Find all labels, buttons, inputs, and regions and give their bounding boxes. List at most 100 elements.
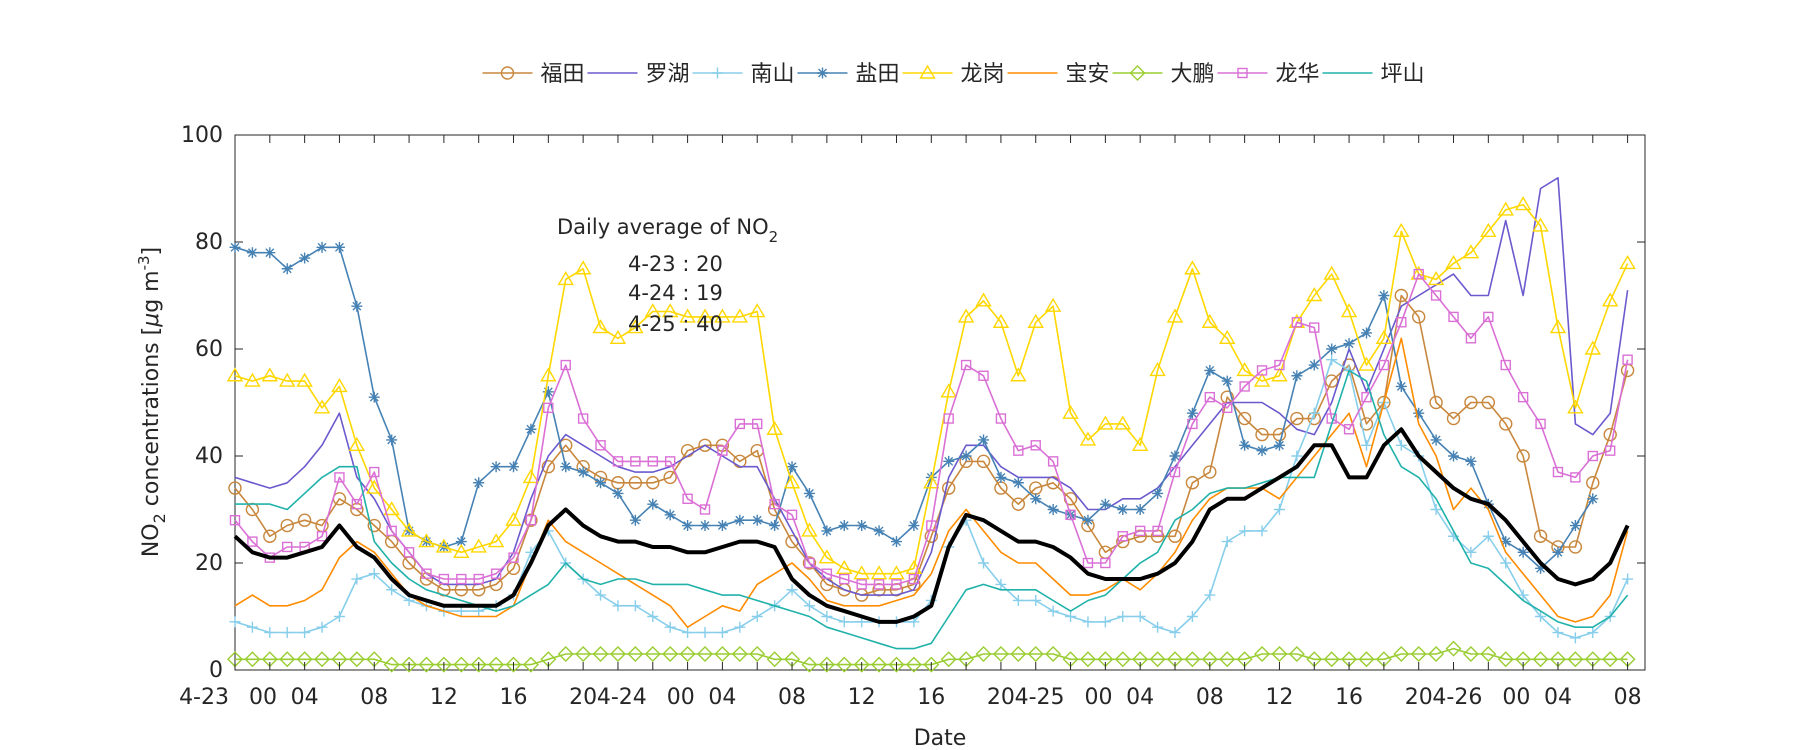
x-tick-label: 08 (1196, 685, 1224, 710)
series-5-point (1601, 292, 1619, 307)
series-5-point (366, 479, 383, 494)
series-7-point (1079, 651, 1096, 668)
average-line (233, 427, 1630, 624)
series-5-point (853, 565, 870, 580)
series-4-point (943, 455, 955, 467)
series-5-point (1619, 255, 1636, 270)
series-4-point (629, 514, 641, 526)
series-7-point (505, 656, 522, 673)
legend-item-7: 大鹏 (1112, 62, 1215, 87)
series-8-point (1535, 418, 1546, 430)
series-7-point (853, 656, 870, 673)
series-8-point (612, 456, 624, 467)
legend-label: 大鹏 (1171, 62, 1215, 87)
series-1-point (1464, 395, 1478, 410)
series-7-point (1480, 645, 1497, 662)
series-5-point (1480, 222, 1497, 237)
series-8-point (1082, 557, 1094, 569)
y-tick-label: 20 (195, 551, 223, 576)
series-5-point (470, 538, 487, 553)
series-5-point (557, 271, 574, 286)
series-line-5 (234, 203, 1629, 575)
series-4-point (960, 450, 972, 462)
series-4-point (1413, 407, 1425, 419)
series-4-point (873, 525, 885, 537)
series-1-point (1359, 417, 1374, 431)
series-4-point (1448, 450, 1460, 462)
x-tick-label: 04 (1544, 685, 1572, 710)
series-7-point (1149, 651, 1166, 668)
series-4-point (1291, 370, 1303, 382)
series-8-point (943, 413, 954, 424)
series-7-point (1393, 645, 1410, 662)
series-3-point (1430, 504, 1442, 515)
series-8-point (1100, 557, 1111, 569)
series-7-point (1428, 645, 1445, 662)
series-7-point (766, 651, 783, 668)
series-5-point (1427, 271, 1445, 286)
series-8-point (229, 515, 241, 526)
series-4-point (1587, 493, 1599, 505)
x-tick-label: 16 (500, 685, 528, 710)
series-5-point (940, 383, 957, 398)
series-4-point (1152, 487, 1164, 499)
series-7-point (1045, 645, 1062, 662)
series-7-point (279, 651, 296, 668)
series-5-point (435, 538, 453, 553)
legend-marker (1237, 67, 1248, 79)
series-1-point (1603, 427, 1617, 442)
x-tick-label-hour: 00 (249, 685, 277, 710)
series-5-point (261, 367, 279, 382)
series-5-point (609, 329, 627, 344)
series-3-point (838, 616, 850, 628)
series-8-point (1587, 450, 1598, 462)
series-8-point (351, 498, 363, 510)
series-7-point (749, 645, 766, 662)
series-7-point (871, 656, 888, 673)
series-7-point (905, 656, 922, 673)
series-4-point (978, 434, 990, 446)
series-5-point (679, 308, 696, 323)
series-3-point (1065, 611, 1077, 622)
series-1-point (802, 556, 817, 570)
series-4-point (1308, 359, 1320, 371)
series-1-point (646, 476, 660, 490)
series-3-point (1587, 627, 1599, 639)
series-4-point (386, 434, 398, 446)
series-5-point (783, 474, 801, 489)
series-8-point (1622, 354, 1633, 365)
series-5-point (1584, 340, 1601, 355)
series-8-point (473, 573, 484, 585)
series-8-point (1187, 418, 1198, 430)
series-8-point (960, 359, 972, 371)
series-1-point (1168, 529, 1182, 543)
series-4-point (1378, 290, 1390, 301)
series-8-point (369, 466, 380, 478)
series-3-point (351, 573, 363, 585)
series-7-point (714, 645, 731, 662)
series-4-point (1099, 498, 1111, 510)
series-8-point (1204, 391, 1216, 403)
series-3-point (1395, 439, 1407, 451)
series-7-point (609, 645, 626, 662)
series-4-point (734, 514, 746, 526)
series-1-point (263, 529, 277, 543)
series-7-point (575, 645, 592, 662)
series-5-point (870, 565, 888, 580)
series-8-point (786, 509, 798, 521)
series-8-point (282, 541, 293, 553)
series-3-point (1308, 407, 1320, 419)
series-4-point (577, 466, 589, 478)
series-8-point (839, 573, 850, 585)
series-3-point (1221, 536, 1233, 548)
series-3-point (1099, 616, 1111, 628)
series-8-point (1030, 440, 1041, 451)
series-1-point (367, 518, 381, 533)
series-5-point (418, 533, 435, 548)
series-5-point (383, 501, 400, 516)
series-4-point (751, 514, 763, 526)
series-4-point (525, 423, 537, 435)
series-8-point (1222, 402, 1233, 414)
series-3-point (246, 621, 258, 633)
series-7-point (679, 645, 696, 662)
